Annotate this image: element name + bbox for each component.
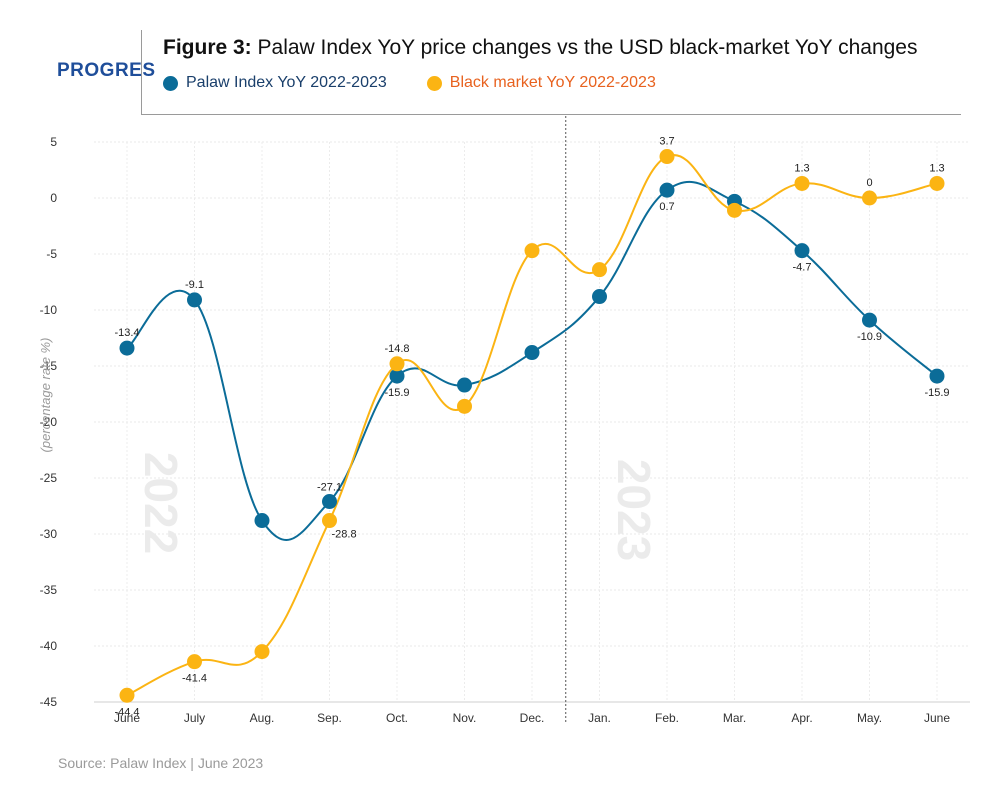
data-point-black-market [254, 644, 270, 660]
data-point-black-market [322, 513, 337, 529]
data-point-black-market [794, 175, 810, 191]
chart-title-text: Palaw Index YoY price changes vs the USD… [251, 36, 918, 59]
data-point-palaw [524, 345, 540, 361]
data-label-black-market: 0 [866, 177, 872, 189]
data-label-palaw: 0.7 [659, 201, 674, 213]
data-point-black-market [389, 356, 405, 372]
data-label-palaw: -10.9 [857, 331, 882, 343]
grid-layer [94, 141, 970, 703]
x-tick-label: Feb. [655, 711, 679, 725]
y-tick-label: -40 [40, 639, 58, 653]
legend-item-palaw: Palaw Index YoY 2022-2023 [163, 74, 387, 92]
y-tick-label: 0 [50, 191, 57, 205]
progres-logo: PROGRES [57, 60, 156, 81]
chart-title-bold: Figure 3: [163, 36, 252, 59]
data-label-black-market: -28.8 [332, 529, 357, 541]
data-point-palaw [862, 312, 877, 328]
data-point-palaw [322, 494, 337, 510]
data-point-black-market [727, 202, 742, 218]
x-tick-label: Aug. [250, 711, 275, 725]
y-tick-label: -30 [40, 527, 58, 541]
data-label-palaw: -4.7 [793, 262, 812, 274]
data-point-palaw [659, 182, 675, 198]
y-tick-label: -15 [40, 359, 58, 373]
series-line-black-market [126, 154, 938, 697]
header-horizontal-divider [141, 114, 961, 115]
x-tick-label: Nov. [453, 711, 477, 725]
x-tick-label: Sep. [317, 711, 342, 725]
data-label-black-market: -14.8 [384, 343, 409, 355]
year-watermark: 2023 [608, 459, 660, 561]
data-label-black-market: -44.4 [114, 706, 139, 718]
data-point-black-market [929, 175, 945, 191]
data-point-palaw [119, 340, 135, 356]
year-layer: 2022 2023 [135, 452, 660, 561]
data-point-black-market [524, 243, 540, 259]
data-point-black-market [592, 262, 607, 278]
legend-label-black-market: Black market YoY 2022-2023 [449, 74, 656, 91]
x-tick-label: June [924, 711, 950, 725]
label-layer: -13.4 -9.1 -27.1 -15.9 0.7 -4.7 -10.9 -15.9 -44.… [114, 136, 949, 719]
y-axis-label: (percentage rate %) [38, 338, 53, 453]
data-point-black-market [457, 398, 472, 414]
data-point-black-market [187, 654, 202, 670]
legend-item-black-market: Black market YoY 2022-2023 [426, 74, 656, 92]
source-note: Source: Palaw Index | June 2023 [58, 755, 264, 771]
legend-dot-palaw [163, 75, 178, 91]
data-point-palaw [187, 292, 202, 308]
data-label-black-market: 3.7 [659, 136, 674, 148]
data-label-black-market: 1.3 [794, 162, 809, 174]
x-tick-label: Mar. [723, 711, 746, 725]
data-point-palaw [254, 513, 270, 529]
data-point-palaw [457, 377, 472, 393]
y-tick-label: 5 [50, 135, 57, 149]
x-tick-label: Apr. [791, 711, 812, 725]
data-label-black-market: 1.3 [929, 162, 944, 174]
data-label-palaw: -15.9 [384, 387, 409, 399]
legend-label-palaw: Palaw Index YoY 2022-2023 [186, 74, 387, 91]
chart-legend: Palaw Index YoY 2022-2023 Black market Y… [163, 74, 696, 92]
y-tick-label: -25 [40, 471, 58, 485]
x-tick-label: Jan. [588, 711, 611, 725]
data-label-palaw: -9.1 [185, 279, 204, 291]
data-point-palaw [389, 368, 405, 384]
y-tick-label: -35 [40, 583, 58, 597]
data-label-palaw: -27.1 [317, 482, 342, 494]
series-layer [119, 149, 945, 703]
y-tick-label: -10 [40, 303, 58, 317]
data-point-palaw [794, 243, 810, 259]
x-tick-label: Dec. [520, 711, 545, 725]
data-label-palaw: -13.4 [114, 327, 139, 339]
header-vertical-divider [141, 30, 142, 115]
data-point-black-market [862, 190, 877, 206]
data-point-black-market [659, 149, 675, 165]
data-point-palaw [592, 289, 607, 305]
chart-title: Figure 3: Palaw Index YoY price changes … [163, 36, 917, 60]
x-tick-label: Oct. [386, 711, 408, 725]
legend-dot-black-market [426, 75, 442, 91]
y-tick-label: -20 [40, 415, 58, 429]
x-tick-label: May. [857, 711, 882, 725]
data-point-palaw [929, 368, 945, 384]
x-tick-label: July [184, 711, 205, 725]
y-tick-label: -5 [46, 247, 57, 261]
y-tick-label: -45 [40, 695, 58, 709]
series-line-palaw [126, 180, 938, 541]
data-label-black-market: -41.4 [182, 673, 207, 685]
data-point-black-market [119, 687, 135, 703]
x-tick-label: June [114, 711, 140, 725]
axis-layer: 5 0 -5 -10 -15 -20 -25 -30 -35 -40 -45 June July Aug.… [38, 116, 970, 725]
data-label-palaw: -15.9 [924, 387, 949, 399]
year-watermark: 2022 [135, 452, 187, 554]
